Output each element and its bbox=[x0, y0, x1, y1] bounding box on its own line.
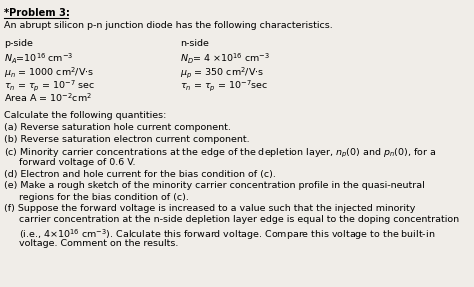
Text: (i.e., 4$\times$10$^{16}$ cm$^{-3}$). Calculate this forward voltage. Compare th: (i.e., 4$\times$10$^{16}$ cm$^{-3}$). Ca… bbox=[4, 227, 435, 242]
Text: p-side: p-side bbox=[4, 39, 33, 48]
Text: Area A = 10$^{-2}$cm$^2$: Area A = 10$^{-2}$cm$^2$ bbox=[4, 91, 92, 104]
Text: *Problem 3:: *Problem 3: bbox=[4, 8, 70, 18]
Text: $N_D$= 4 $\times$10$^{16}$ cm$^{-3}$: $N_D$= 4 $\times$10$^{16}$ cm$^{-3}$ bbox=[180, 52, 270, 66]
Text: (e) Make a rough sketch of the minority carrier concentration profile in the qua: (e) Make a rough sketch of the minority … bbox=[4, 181, 425, 190]
Text: $\tau_n$ = $\tau_p$ = 10$^{-7}$sec: $\tau_n$ = $\tau_p$ = 10$^{-7}$sec bbox=[180, 78, 268, 93]
Text: (b) Reverse saturation electron current component.: (b) Reverse saturation electron current … bbox=[4, 135, 250, 144]
Text: n-side: n-side bbox=[180, 39, 209, 48]
Text: regions for the bias condition of (c).: regions for the bias condition of (c). bbox=[4, 193, 189, 201]
Text: Calculate the following quantities:: Calculate the following quantities: bbox=[4, 110, 166, 119]
Text: $\tau_n$ = $\tau_p$ = 10$^{-7}$ sec: $\tau_n$ = $\tau_p$ = 10$^{-7}$ sec bbox=[4, 78, 95, 93]
Text: carrier concentration at the n-side depletion layer edge is equal to the doping : carrier concentration at the n-side depl… bbox=[4, 216, 459, 224]
Text: $\mu_n$ = 1000 cm$^2$/V$\cdot$s: $\mu_n$ = 1000 cm$^2$/V$\cdot$s bbox=[4, 65, 94, 79]
Text: (f) Suppose the forward voltage is increased to a value such that the injected m: (f) Suppose the forward voltage is incre… bbox=[4, 204, 415, 213]
Text: $N_A$=10$^{16}$ cm$^{-3}$: $N_A$=10$^{16}$ cm$^{-3}$ bbox=[4, 52, 73, 66]
Text: $\mu_p$ = 350 cm$^2$/V$\cdot$s: $\mu_p$ = 350 cm$^2$/V$\cdot$s bbox=[180, 65, 264, 80]
Text: (d) Electron and hole current for the bias condition of (c).: (d) Electron and hole current for the bi… bbox=[4, 170, 276, 179]
Text: voltage. Comment on the results.: voltage. Comment on the results. bbox=[4, 238, 178, 247]
Text: (a) Reverse saturation hole current component.: (a) Reverse saturation hole current comp… bbox=[4, 123, 231, 133]
Text: (c) Minority carrier concentrations at the edge of the depletion layer, $n_p$(0): (c) Minority carrier concentrations at t… bbox=[4, 146, 437, 160]
Text: forward voltage of 0.6 V.: forward voltage of 0.6 V. bbox=[4, 158, 136, 167]
Text: An abrupt silicon p-n junction diode has the following characteristics.: An abrupt silicon p-n junction diode has… bbox=[4, 21, 333, 30]
